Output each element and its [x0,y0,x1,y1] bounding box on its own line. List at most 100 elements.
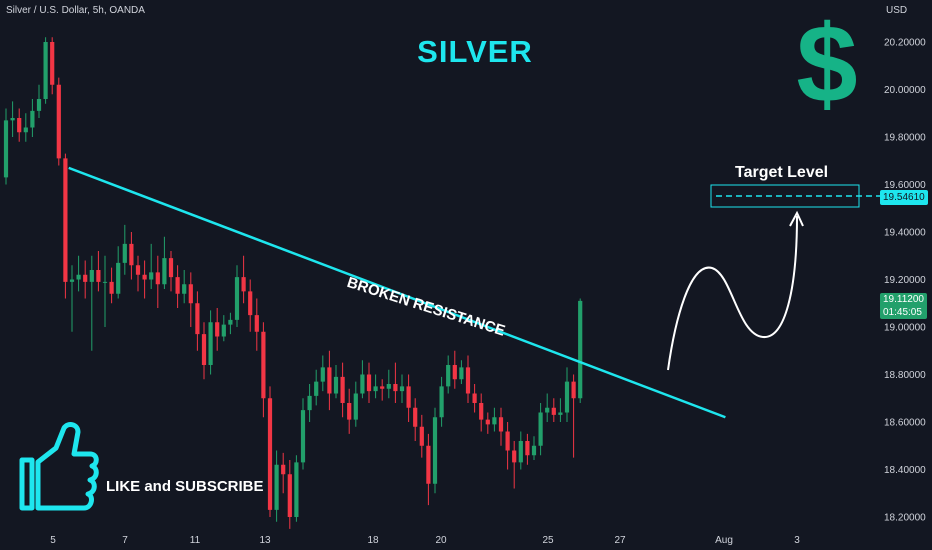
candle [188,272,193,327]
candle [116,246,121,299]
candle [267,386,273,517]
candle [287,460,292,529]
candle [472,384,477,413]
candle [261,322,266,418]
candle [155,255,160,308]
candle [538,403,543,456]
candle-body [393,384,398,392]
candle [3,108,9,185]
candle [89,255,94,351]
candle-body [56,84,61,159]
candle [498,407,504,446]
candle-body [89,270,94,282]
candle [373,374,378,399]
candle [459,360,464,384]
candle [182,270,187,304]
candle-body [512,450,517,463]
chart-axes: 20.20000 20.00000 19.80000 19.60000 19.40000… [50,38,926,547]
candle-body [208,322,213,365]
candle-body [373,386,378,392]
candle-body [459,367,464,380]
candle-body [228,319,233,325]
candle-body [558,412,563,415]
candle [43,37,48,104]
x-tick-label: 7 [122,535,128,546]
x-tick-label: 11 [190,535,201,546]
candle-body [149,272,154,280]
candle-body [472,393,477,403]
candle-body [96,270,101,282]
candle [201,322,207,380]
candle [10,101,15,137]
y-tick-label: 19.80000 [884,133,926,144]
candle-body [234,277,240,320]
candle-body [571,381,576,399]
candle-body [446,365,451,387]
candle-body [168,258,174,278]
candle-body [545,407,550,413]
candle [479,393,484,432]
x-tick-label: 13 [259,535,271,546]
candle [399,374,405,403]
candle-body [215,322,220,337]
candle-body [162,258,167,285]
candle [241,255,246,304]
candle [452,350,457,389]
candle-body [353,393,358,420]
candle-body [102,281,108,283]
y-tick-label: 20.20000 [884,38,926,49]
candle [122,224,127,275]
candlestick-series [3,37,583,529]
countdown-timer: 01:45:05 [883,307,922,318]
candle [314,369,319,406]
candle [17,108,22,142]
candle [518,431,523,470]
candle [525,433,530,465]
candle [162,236,167,289]
candle-body [248,291,253,316]
candle-body [254,315,259,332]
candle [406,374,411,422]
candle [492,407,497,432]
candle-body [36,99,42,111]
candle-body [366,374,372,392]
candle [564,367,570,422]
chart-title: SILVER [417,34,533,69]
candle [558,398,563,422]
candle-body [3,120,9,178]
candle [327,350,332,411]
x-tick-label: 20 [435,535,447,546]
candle-body [63,158,68,282]
candle [366,362,372,403]
candle [413,398,418,441]
candle [531,436,537,460]
candle-body [327,367,332,394]
y-tick-label: 18.60000 [884,418,926,429]
candle [274,450,279,522]
candle-body [399,386,405,392]
candle [69,265,75,332]
candle-body [175,277,180,294]
x-tick-label: Aug [715,535,733,546]
candle [248,279,253,332]
candle [36,84,42,118]
target-level-label: Target Level [735,164,829,181]
candle-body [347,403,352,420]
candle-body [314,381,319,396]
candle [50,37,55,95]
candle [386,369,391,399]
candle-body [267,398,273,510]
candle [545,393,550,422]
candle-body [551,407,556,415]
candle-body [419,426,424,446]
candle [551,398,556,422]
candle-body [23,127,28,133]
candle-body [432,417,438,484]
currency-label: USD [886,5,908,16]
candle-body [505,431,510,451]
candle-body [195,303,200,335]
candle-body [300,410,306,463]
candle [254,298,259,351]
candle-body [30,110,35,128]
